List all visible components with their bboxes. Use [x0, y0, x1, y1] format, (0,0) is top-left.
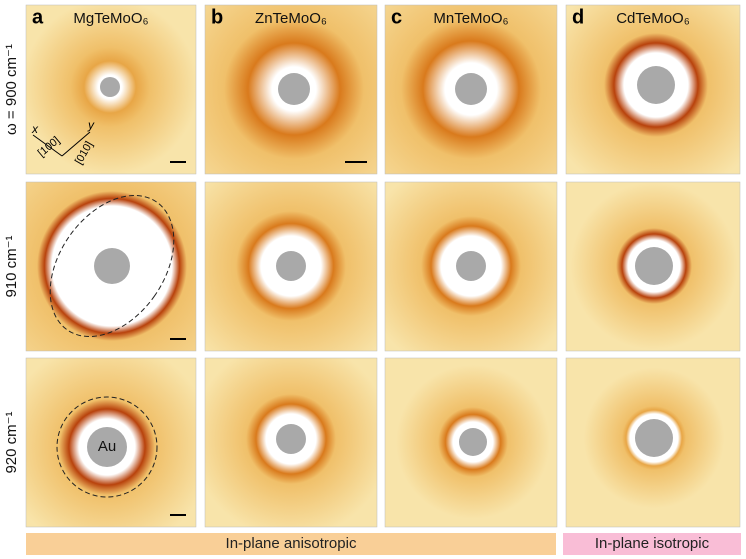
anisotropic-bar — [26, 533, 556, 555]
panel-letter: c — [391, 6, 402, 28]
isotropic-bar — [563, 533, 741, 555]
dashed-contour — [56, 396, 158, 498]
material-label: CdTeMoO₆ — [616, 10, 690, 27]
footer-label: In-plane anisotropic — [226, 535, 357, 552]
gold-disk — [459, 428, 487, 456]
material-label: MnTeMoO₆ — [433, 10, 508, 27]
dashed-contour — [49, 194, 175, 338]
au-label: Au — [98, 438, 116, 455]
gold-disk — [455, 73, 487, 105]
axis-arrow — [61, 131, 91, 157]
row-label: 910 cm⁻¹ — [3, 235, 20, 297]
material-label: ZnTeMoO₆ — [255, 10, 327, 27]
panel-letter: d — [572, 6, 584, 28]
gold-disk — [87, 427, 127, 467]
gold-disk — [100, 77, 120, 97]
row-label: ω = 900 cm⁻¹ — [3, 44, 20, 135]
gold-disk — [635, 419, 673, 457]
axis-label: x — [31, 122, 39, 136]
panel-letter: b — [211, 6, 223, 28]
gold-disk — [456, 251, 486, 281]
axis-arrow — [32, 134, 63, 157]
gold-disk — [94, 248, 130, 284]
axis-label: y — [87, 118, 95, 132]
gold-disk — [278, 73, 310, 105]
gold-disk — [276, 251, 306, 281]
footer-label: In-plane isotropic — [595, 535, 710, 552]
gold-disk — [276, 424, 306, 454]
gold-disk — [635, 247, 673, 285]
row-label: 920 cm⁻¹ — [3, 411, 20, 473]
panel-letter: a — [32, 6, 44, 28]
material-label: MgTeMoO₆ — [73, 10, 148, 27]
gold-disk — [637, 66, 675, 104]
